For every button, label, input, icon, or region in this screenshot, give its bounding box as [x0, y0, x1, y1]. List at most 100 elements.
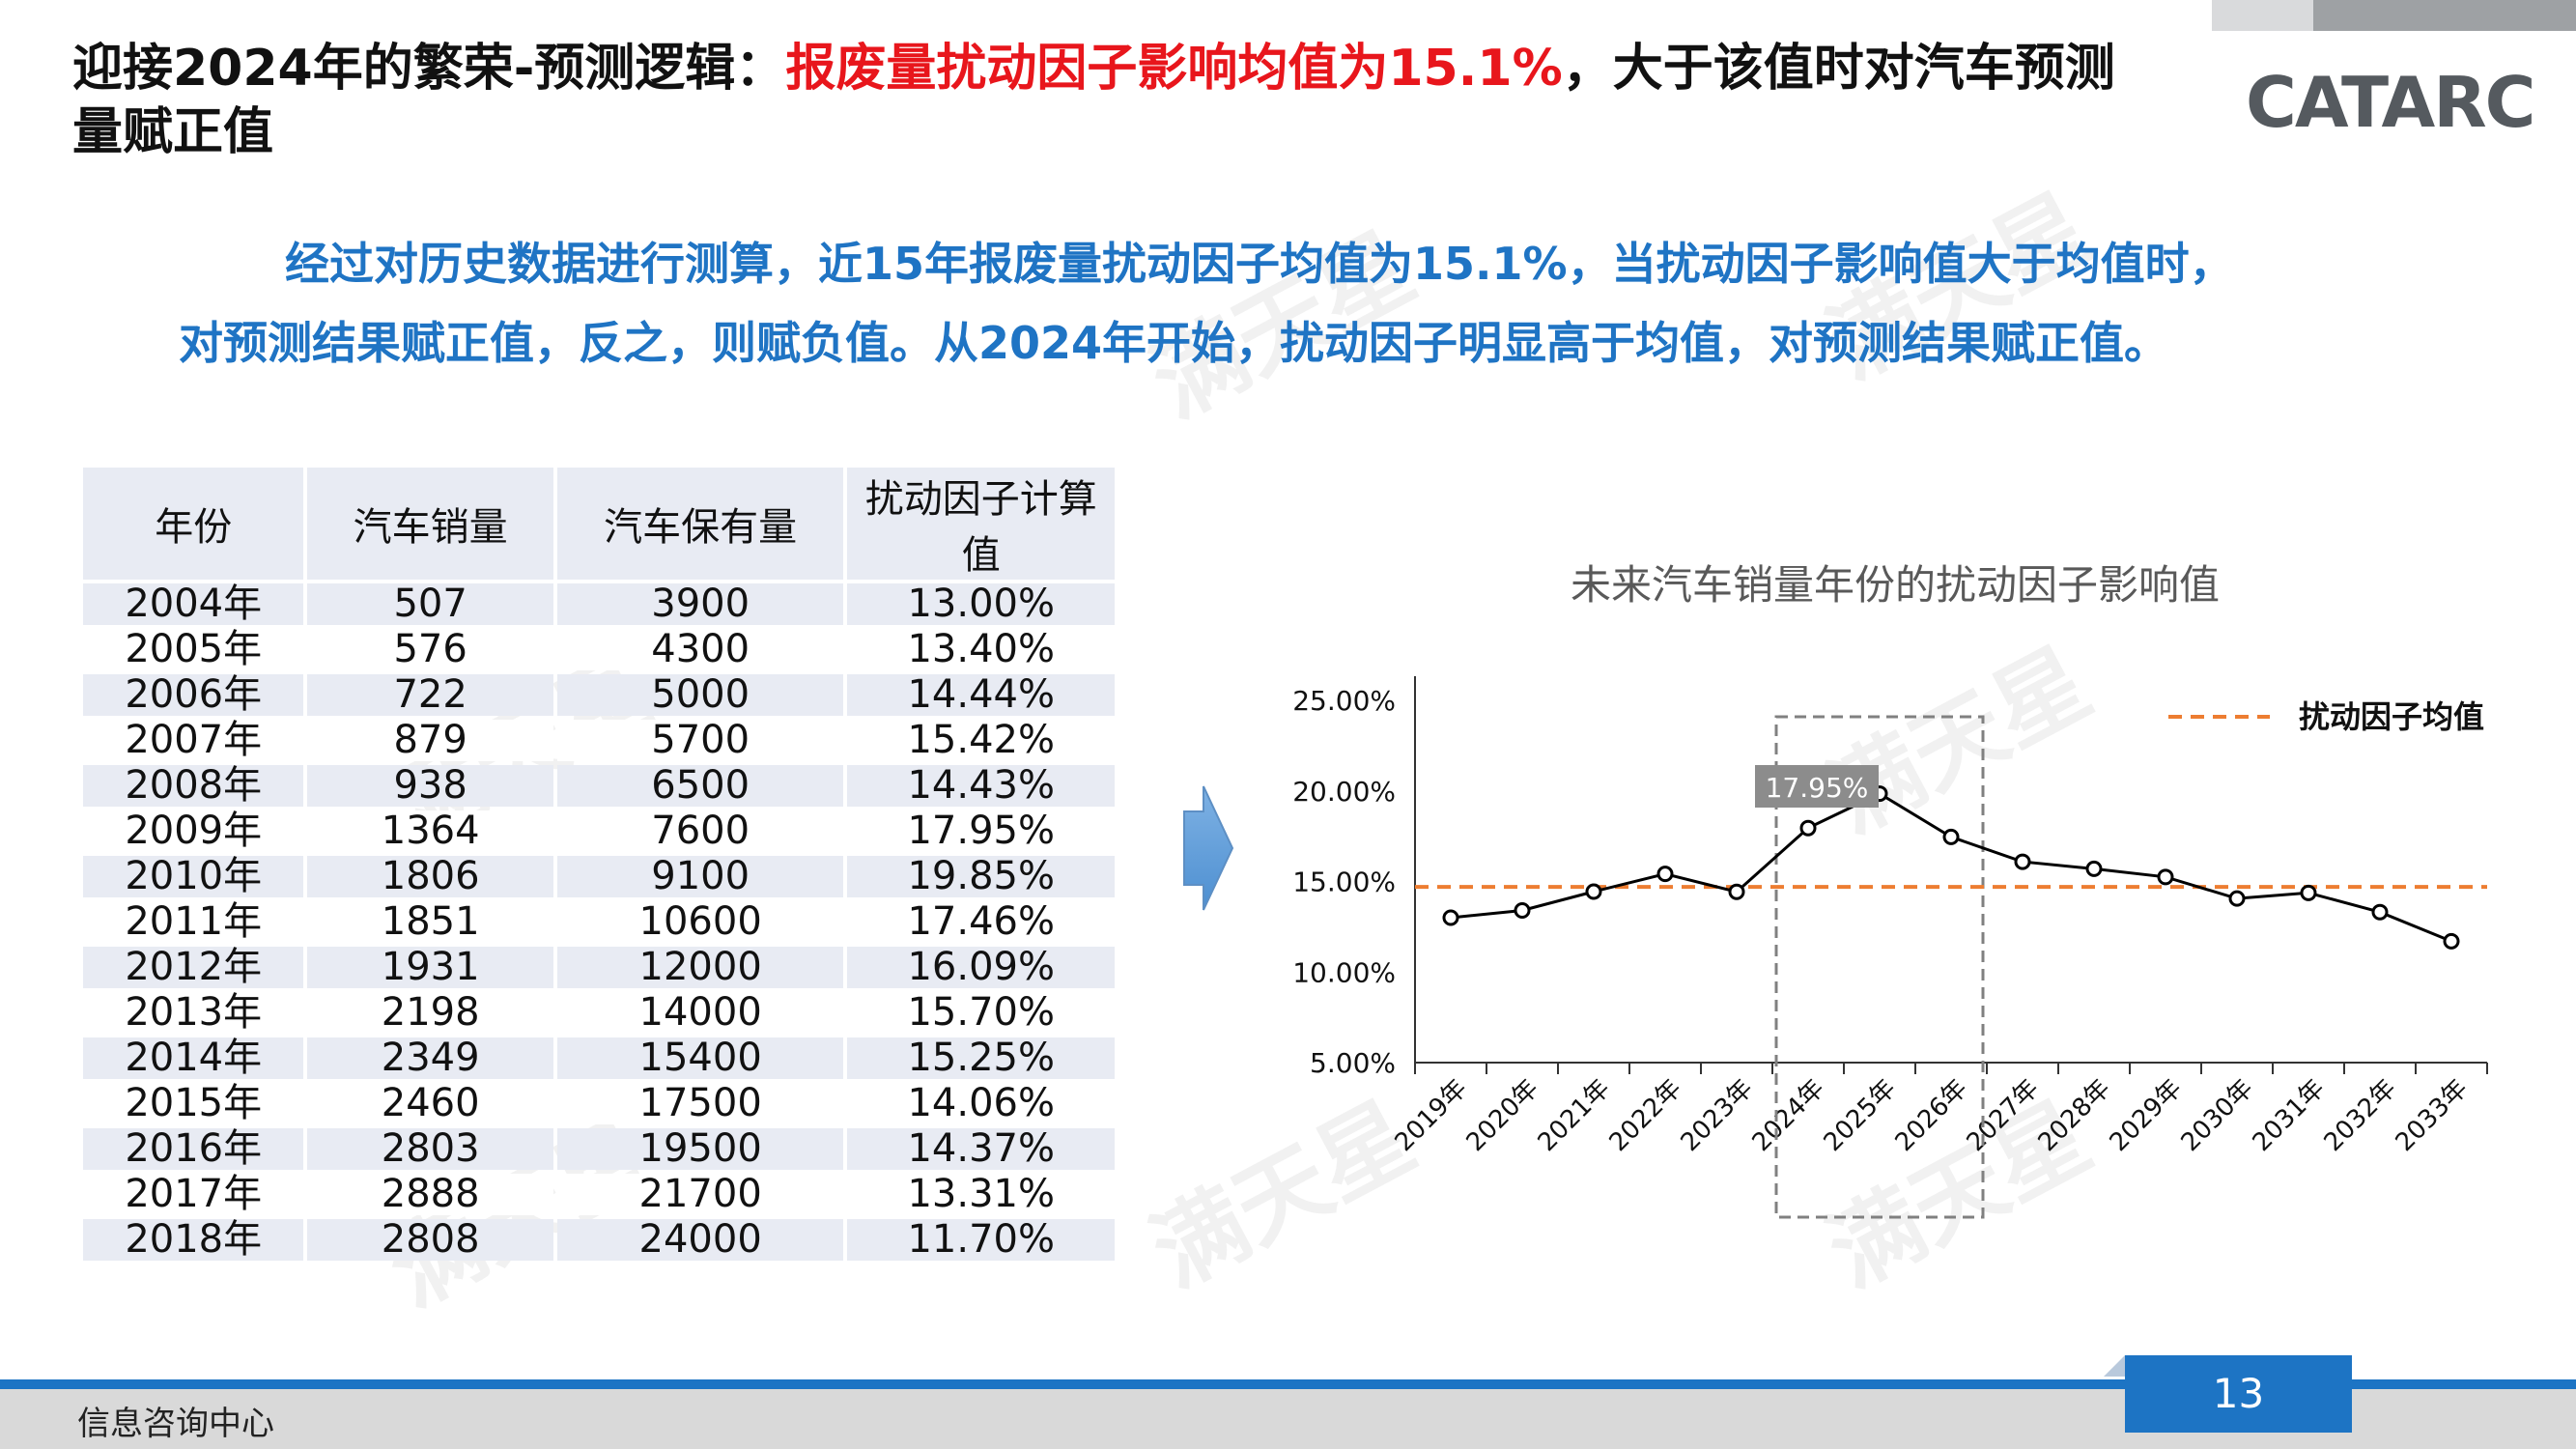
y-tick-label: 5.00% — [1310, 1047, 1396, 1079]
x-tick-label: 2022年 — [1604, 1074, 1687, 1157]
page-corner-decoration — [2104, 1355, 2125, 1377]
data-point — [1585, 883, 1602, 900]
page-title: 迎接2024年的繁荣-预测逻辑：报废量扰动因子影响均值为15.1%，大于该值时对… — [72, 37, 2149, 164]
cell-year: 2016年 — [83, 1128, 304, 1170]
cell-year: 2017年 — [83, 1174, 304, 1215]
data-point — [1442, 909, 1459, 926]
chart-title: 未来汽车销量年份的扰动因子影响值 — [1571, 561, 2220, 609]
table-row: 2012年 1931 12000 16.09% — [83, 947, 1115, 988]
cell-factor: 14.37% — [847, 1128, 1115, 1170]
table-row: 2004年 507 3900 13.00% — [83, 583, 1115, 625]
table-row: 2007年 879 5700 15.42% — [83, 720, 1115, 761]
x-tick-label: 2025年 — [1819, 1074, 1902, 1157]
title-highlight: 报废量扰动因子影响均值为15.1% — [785, 40, 1563, 98]
x-tick-label: 2028年 — [2033, 1074, 2116, 1157]
cell-year: 2010年 — [83, 856, 304, 897]
cell-factor: 13.31% — [847, 1174, 1115, 1215]
y-tick-label: 10.00% — [1292, 956, 1396, 988]
x-tick-label: 2019年 — [1390, 1074, 1473, 1157]
cell-factor: 17.95% — [847, 810, 1115, 852]
cell-factor: 15.70% — [847, 992, 1115, 1034]
x-tick-label: 2031年 — [2248, 1074, 2331, 1157]
cell-sales: 722 — [307, 674, 553, 716]
cell-sales: 2460 — [307, 1083, 553, 1124]
cell-stock: 9100 — [556, 856, 844, 897]
cell-stock: 7600 — [556, 810, 844, 852]
cell-sales: 879 — [307, 720, 553, 761]
cell-stock: 15400 — [556, 1037, 844, 1079]
table-row: 2010年 1806 9100 19.85% — [83, 856, 1115, 897]
x-axis: 2019年2020年2021年2022年2023年2024年2025年2026年… — [1390, 1062, 2488, 1157]
x-tick-label: 2029年 — [2105, 1074, 2188, 1157]
header-sales: 汽车销量 — [307, 468, 553, 580]
cell-year: 2015年 — [83, 1083, 304, 1124]
cell-stock: 10600 — [556, 901, 844, 943]
y-tick-label: 15.00% — [1292, 867, 1396, 898]
cell-sales: 1806 — [307, 856, 553, 897]
header-factor: 扰动因子计算值 — [847, 468, 1115, 580]
table-row: 2011年 1851 10600 17.46% — [83, 901, 1115, 943]
cell-stock: 12000 — [556, 947, 844, 988]
cell-factor: 15.42% — [847, 720, 1115, 761]
table-row: 2017年 2888 21700 13.31% — [83, 1174, 1115, 1215]
table-row: 2014年 2349 15400 15.25% — [83, 1037, 1115, 1079]
cell-sales: 1364 — [307, 810, 553, 852]
y-tick-label: 20.00% — [1292, 776, 1396, 808]
header-year: 年份 — [83, 468, 304, 580]
cell-factor: 17.46% — [847, 901, 1115, 943]
data-point — [1514, 902, 1531, 919]
series-line — [1442, 785, 2460, 950]
cell-factor: 14.44% — [847, 674, 1115, 716]
legend-label: 扰动因子均值 — [2299, 698, 2484, 735]
cell-sales: 2803 — [307, 1128, 553, 1170]
y-axis: 5.00% 10.00% 15.00% 20.00% 25.00% — [1292, 676, 1416, 1079]
x-tick-label: 2024年 — [1747, 1074, 1830, 1157]
table-row: 2016年 2803 19500 14.37% — [83, 1128, 1115, 1170]
cell-factor: 16.09% — [847, 947, 1115, 988]
cell-sales: 938 — [307, 765, 553, 807]
page-number-box — [2125, 1355, 2352, 1433]
cell-stock: 24000 — [556, 1219, 844, 1261]
legend: 扰动因子均值 — [2168, 698, 2484, 735]
data-point — [2443, 932, 2460, 950]
table-row: 2013年 2198 14000 15.70% — [83, 992, 1115, 1034]
cell-year: 2006年 — [83, 674, 304, 716]
data-point — [2014, 853, 2031, 870]
x-tick-label: 2023年 — [1676, 1074, 1759, 1157]
cell-year: 2004年 — [83, 583, 304, 625]
page-number: 13 — [2212, 1370, 2265, 1417]
table-body: 2004年 507 3900 13.00% 2005年 576 4300 13.40% 2006… — [83, 583, 1115, 1261]
data-point — [1728, 883, 1745, 900]
cell-year: 2011年 — [83, 901, 304, 943]
cell-sales: 1931 — [307, 947, 553, 988]
data-point — [2371, 903, 2389, 921]
header-stock: 汽车保有量 — [556, 468, 844, 580]
data-point — [1799, 819, 1817, 837]
cell-sales: 2808 — [307, 1219, 553, 1261]
data-point — [1656, 866, 1674, 883]
footer-line — [0, 1379, 2576, 1389]
callout-box — [1755, 765, 1879, 808]
cell-year: 2007年 — [83, 720, 304, 761]
cell-year: 2018年 — [83, 1219, 304, 1261]
table-row: 2015年 2460 17500 14.06% — [83, 1083, 1115, 1124]
cell-year: 2005年 — [83, 629, 304, 670]
cell-stock: 3900 — [556, 583, 844, 625]
intro-line-1: 经过对历史数据进行测算，近15年报废量扰动因子均值为15.1%，当扰动因子影响值… — [285, 238, 2234, 290]
cell-stock: 5000 — [556, 674, 844, 716]
table-row: 2018年 2808 24000 11.70% — [83, 1219, 1115, 1261]
cell-year: 2012年 — [83, 947, 304, 988]
cell-year: 2009年 — [83, 810, 304, 852]
data-point — [2085, 860, 2103, 877]
table-row: 2008年 938 6500 14.43% — [83, 765, 1115, 807]
cell-stock: 21700 — [556, 1174, 844, 1215]
cell-factor: 11.70% — [847, 1219, 1115, 1261]
x-tick-label: 2026年 — [1890, 1074, 1973, 1157]
data-point — [1942, 828, 1960, 845]
cell-year: 2014年 — [83, 1037, 304, 1079]
cell-sales: 1851 — [307, 901, 553, 943]
cell-factor: 14.06% — [847, 1083, 1115, 1124]
highlight-rect — [1774, 715, 1985, 1219]
cell-year: 2008年 — [83, 765, 304, 807]
cell-stock: 19500 — [556, 1128, 844, 1170]
